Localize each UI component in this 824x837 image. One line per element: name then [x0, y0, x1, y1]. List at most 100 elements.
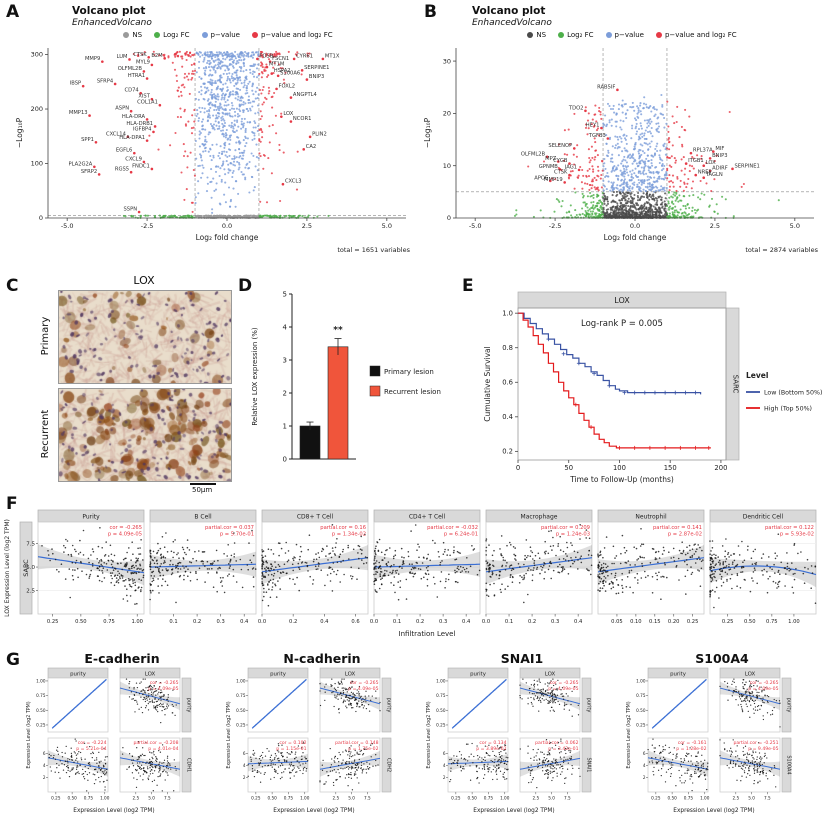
svg-text:LOX Expression Level (log2 TPM: LOX Expression Level (log2 TPM) — [4, 519, 11, 617]
svg-text:CXCL9: CXCL9 — [125, 156, 142, 162]
svg-text:CXCL14: CXCL14 — [106, 131, 127, 137]
ihc-title: LOX — [133, 274, 155, 287]
svg-text:Primary lesion: Primary lesion — [384, 368, 434, 376]
timer-infiltration-row: LOX Expression Level (log2 TPM) SARC Purit… — [4, 509, 817, 638]
svg-text:LUM: LUM — [117, 54, 128, 60]
svg-text:TAGLN: TAGLN — [705, 172, 723, 178]
svg-text:FNDC1: FNDC1 — [132, 163, 150, 169]
svg-text:COL1A1: COL1A1 — [137, 100, 158, 106]
legend-dot-icon — [201, 32, 208, 38]
gene-group-s100a4: S100A4 Expression Level (log2 TPM) purity… — [624, 652, 820, 836]
svg-text:50: 50 — [564, 464, 573, 472]
svg-text:PLIN2: PLIN2 — [312, 131, 327, 137]
svg-text:CYR61: CYR61 — [296, 53, 313, 59]
svg-text:0.2: 0.2 — [289, 619, 297, 625]
legend-item: Log₂ FC — [154, 31, 190, 39]
svg-text:−Log₁₀P: −Log₁₀P — [423, 117, 432, 148]
svg-text:4: 4 — [283, 324, 288, 332]
svg-text:BNIP3: BNIP3 — [712, 153, 727, 159]
svg-text:JAG1: JAG1 — [564, 164, 577, 170]
svg-text:0.3: 0.3 — [439, 619, 447, 625]
svg-text:0.75: 0.75 — [103, 619, 115, 625]
legend-item: p−value and log₂ FC — [251, 31, 333, 39]
svg-text:0.0: 0.0 — [258, 619, 266, 625]
svg-text:partial.cor = 0.16: partial.cor = 0.16 — [320, 525, 366, 531]
svg-text:HLA-DPA1: HLA-DPA1 — [119, 135, 145, 141]
svg-text:RAB5IF: RAB5IF — [597, 84, 615, 90]
svg-text:SFRP2: SFRP2 — [81, 169, 97, 175]
svg-text:GPNMB: GPNMB — [539, 164, 559, 170]
svg-text:0.3: 0.3 — [551, 619, 559, 625]
svg-text:SELENOP: SELENOP — [548, 143, 572, 149]
svg-text:High (Top 50%): High (Top 50%) — [764, 405, 812, 412]
svg-text:0.25: 0.25 — [47, 619, 59, 625]
legend-label: p−value and log₂ FC — [260, 31, 333, 39]
svg-text:ANGPTL4: ANGPTL4 — [293, 92, 318, 98]
svg-text:SARC: SARC — [732, 375, 740, 394]
svg-text:0: 0 — [39, 214, 43, 222]
svg-text:3: 3 — [283, 357, 287, 365]
svg-text:HEY1: HEY1 — [586, 123, 600, 129]
legend-label: Log₂ FC — [163, 31, 190, 39]
svg-text:B2M: B2M — [151, 53, 162, 59]
svg-text:ASPN: ASPN — [115, 106, 129, 112]
svg-text:CD74: CD74 — [124, 88, 139, 94]
svg-text:MPZ: MPZ — [545, 156, 557, 162]
legend-label: p−value — [614, 31, 644, 39]
svg-text:1: 1 — [283, 423, 287, 431]
svg-text:1.0: 1.0 — [502, 309, 513, 317]
svg-text:Level: Level — [746, 371, 768, 380]
svg-text:0.6: 0.6 — [351, 619, 359, 625]
panel-letter-e: E — [462, 276, 474, 296]
legend-dot-icon — [605, 32, 612, 38]
svg-text:SSPN: SSPN — [123, 207, 137, 213]
svg-text:2.5: 2.5 — [302, 222, 312, 230]
legend-dot-icon — [251, 32, 258, 38]
svg-text:2: 2 — [283, 390, 287, 398]
svg-text:0.20: 0.20 — [668, 619, 680, 625]
svg-text:HLA-DRB1: HLA-DRB1 — [126, 121, 153, 127]
svg-text:0: 0 — [447, 214, 451, 222]
svg-text:0.4: 0.4 — [502, 413, 513, 421]
svg-text:0.25: 0.25 — [687, 619, 699, 625]
svg-text:CD8+ T Cell: CD8+ T Cell — [297, 514, 334, 521]
panel-letter-d: D — [238, 276, 253, 296]
svg-text:NCOR1: NCOR1 — [293, 116, 312, 122]
svg-text:CYGB: CYGB — [553, 158, 568, 164]
svg-text:2.5: 2.5 — [26, 589, 35, 595]
svg-text:TGFB3: TGFB3 — [588, 133, 606, 139]
svg-text:Time to Follow-Up (months): Time to Follow-Up (months) — [569, 475, 674, 484]
correlation-grid-snai1: Expression Level (log2 TPM)purity LOXpuri… — [426, 667, 592, 814]
svg-text:5: 5 — [283, 291, 287, 299]
legend-dot-icon — [655, 32, 662, 38]
svg-text:partial.cor = 0.141: partial.cor = 0.141 — [653, 525, 702, 531]
svg-text:5.0: 5.0 — [790, 222, 800, 230]
correlation-grid-ecadherin: Expression Level (log2 TPM)purity LOXpuri… — [26, 667, 192, 814]
gene-group-ecadherin: E-cadherin Expression Level (log2 TPM) pu… — [24, 652, 220, 836]
legend-item: p−value and log₂ FC — [655, 31, 737, 39]
svg-text:SPP1: SPP1 — [81, 137, 94, 143]
svg-text:0.4: 0.4 — [462, 619, 471, 625]
svg-text:30: 30 — [443, 57, 451, 65]
scale-bar — [190, 483, 216, 485]
panel-letter-b: B — [424, 2, 437, 22]
svg-text:Low (Bottom 50%): Low (Bottom 50%) — [764, 389, 822, 396]
svg-text:0: 0 — [516, 464, 520, 472]
svg-text:-5.0: -5.0 — [469, 222, 482, 230]
legend-item: NS — [123, 31, 142, 39]
svg-text:0.8: 0.8 — [502, 344, 513, 352]
volcano-b-total: total = 2874 variables — [745, 246, 818, 254]
svg-text:0.2: 0.2 — [416, 619, 424, 625]
legend-dot-icon — [154, 32, 161, 38]
panel-letter-c: C — [6, 276, 19, 296]
svg-text:RPL37A: RPL37A — [693, 148, 713, 154]
svg-text:cor = -0.265: cor = -0.265 — [109, 525, 142, 531]
svg-text:MMP13: MMP13 — [69, 110, 88, 116]
volcano-b-legend: NS Log₂ FC p−value p−value and log₂ FC — [452, 31, 812, 39]
svg-text:0.6: 0.6 — [502, 379, 513, 387]
volcano-a-legend: NS Log₂ FC p−value p−value and log₂ FC — [48, 31, 408, 39]
svg-text:MIF: MIF — [715, 146, 724, 152]
svg-text:Neutrophil: Neutrophil — [635, 514, 667, 521]
svg-text:IBSP: IBSP — [70, 81, 81, 87]
